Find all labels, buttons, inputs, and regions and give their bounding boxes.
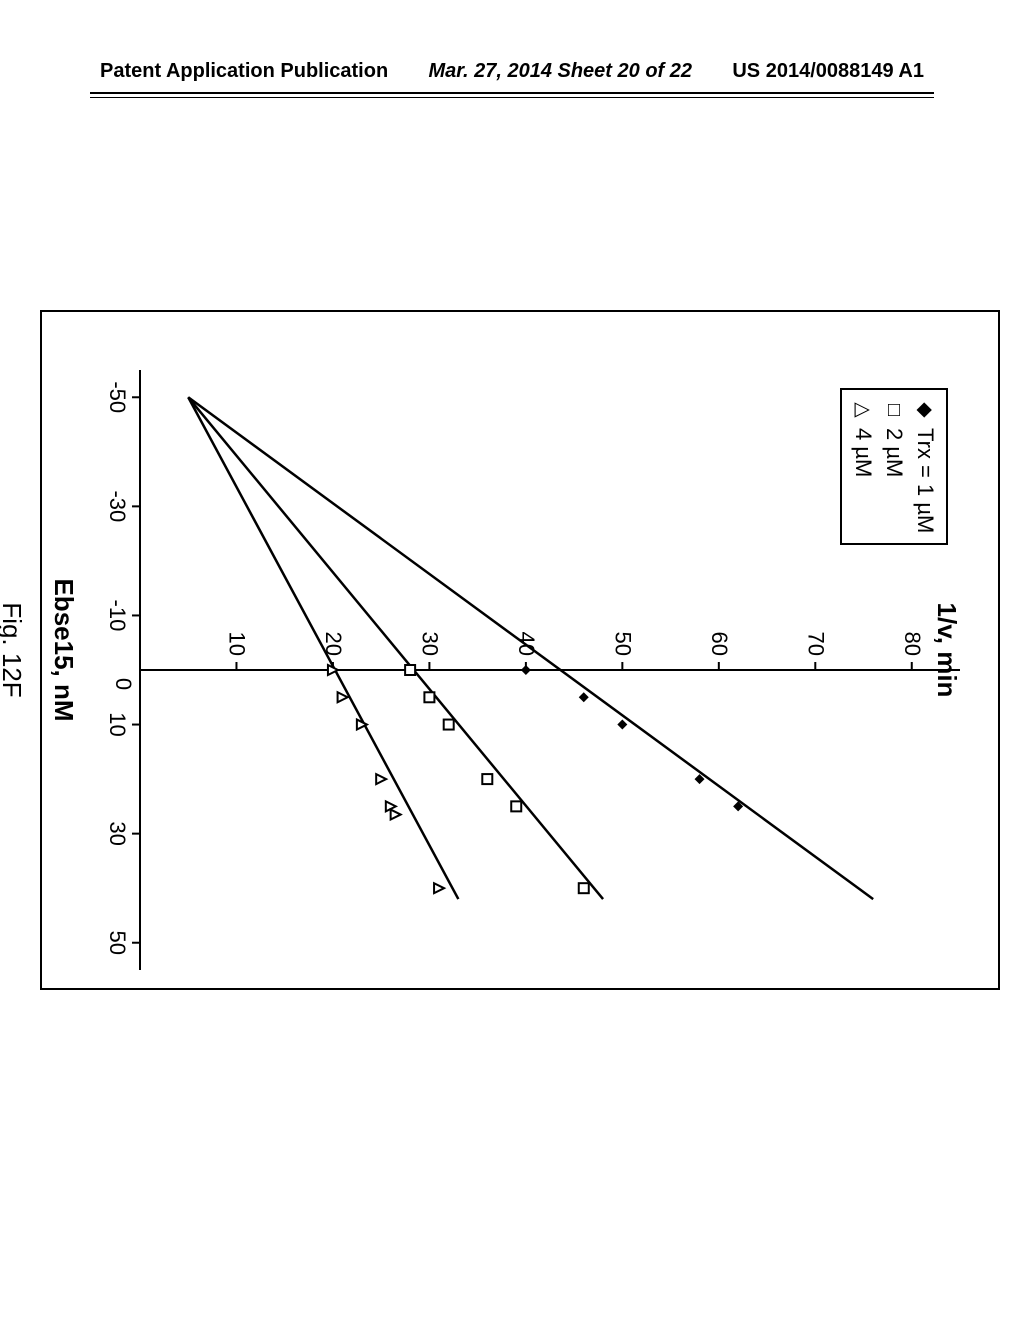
svg-text:30: 30 xyxy=(105,821,130,845)
chart-svg: -50-30-1010305001020304050607080 xyxy=(100,370,970,970)
header-center: Mar. 27, 2014 Sheet 20 of 22 xyxy=(429,60,693,83)
svg-text:50: 50 xyxy=(105,930,130,954)
figure-caption: Fig. 12F xyxy=(0,602,27,697)
header-rule-2 xyxy=(90,97,934,98)
chart-container: 1/v, min ◆ Trx = 1 µM □ 2 µM △ 4 µM -50-… xyxy=(40,310,1000,990)
chart-plot-area: -50-30-1010305001020304050607080 xyxy=(100,370,970,970)
header-rule xyxy=(90,92,934,94)
svg-text:50: 50 xyxy=(610,632,635,656)
svg-text:10: 10 xyxy=(224,632,249,656)
svg-text:80: 80 xyxy=(900,632,925,656)
header-left: Patent Application Publication xyxy=(100,60,388,83)
svg-text:0: 0 xyxy=(111,678,136,690)
svg-text:60: 60 xyxy=(707,632,732,656)
svg-text:10: 10 xyxy=(105,712,130,736)
chart-xlabel: Ebse15, nM xyxy=(48,578,79,721)
svg-text:-10: -10 xyxy=(105,600,130,632)
page: Patent Application Publication Mar. 27, … xyxy=(0,0,1024,1320)
header-right: US 2014/0088149 A1 xyxy=(732,60,924,83)
svg-text:30: 30 xyxy=(417,632,442,656)
page-header: Patent Application Publication Mar. 27, … xyxy=(0,60,1024,83)
svg-text:-50: -50 xyxy=(105,381,130,413)
svg-text:70: 70 xyxy=(803,632,828,656)
svg-text:-30: -30 xyxy=(105,490,130,522)
